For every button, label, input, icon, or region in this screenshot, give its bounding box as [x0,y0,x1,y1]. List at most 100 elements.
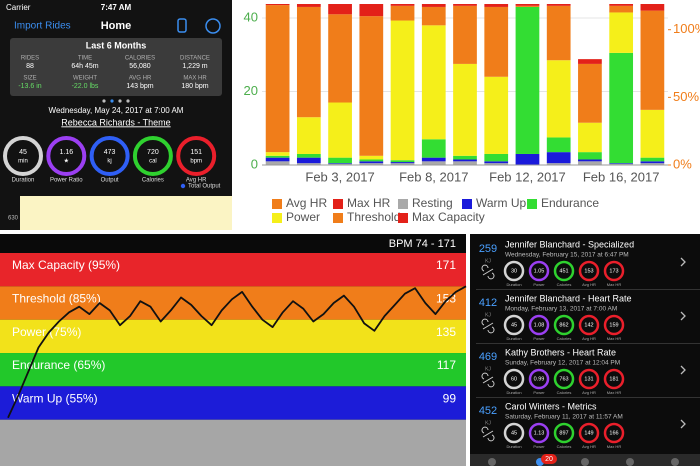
zone-floor [0,419,466,466]
tab-icon[interactable] [488,458,496,466]
bar-segment [359,16,384,156]
workout-ring [578,314,600,336]
workout-ring [553,314,575,336]
zone-value: 99 [443,392,457,406]
bar-segment [609,163,634,165]
legend-label: Power [286,210,320,224]
bar-segment [484,6,509,77]
legend-label: Endurance [541,196,599,210]
zone-name: Warm Up (55%) [12,392,98,406]
ride-name: Rebecca Richards - Theme [61,117,170,127]
workout-ring-value: 45 [511,322,517,328]
stat-value: 1,229 m [182,63,207,70]
zone-band [0,286,466,320]
y2-tick-label: 50% [673,89,699,104]
bar-segment [578,59,602,64]
bar-segment [359,163,384,165]
legend-label: Max Capacity [412,210,485,224]
workout-ring-value: 173 [609,268,618,274]
workout-ring-label: Calories [557,336,572,341]
bar-segment [640,161,665,164]
bar-segment [578,63,602,123]
chevron[interactable] [680,257,686,267]
bar-segment [421,25,446,140]
watch-icon[interactable] [177,18,187,33]
workout-ring-value: 1.08 [534,322,545,328]
zone-name: Power (75%) [12,325,81,339]
bar-segment [578,161,602,165]
bar-segment [328,157,352,164]
help-icon[interactable] [205,18,221,34]
workout-ring-value: 181 [609,376,618,382]
stat-label: RIDES [21,56,39,62]
workout-ring [553,368,575,390]
bar-segment [296,6,321,118]
legend-label: Avg HR [286,196,327,210]
bar-segment [609,52,634,164]
workout-ring-label: Calories [557,444,572,449]
bar-segment [390,4,415,6]
ring-value: 720 [147,149,159,156]
legend-swatch [333,213,343,223]
workout-ring-value: 451 [559,268,568,274]
legend-dot [180,183,186,189]
bar-segment [359,155,384,160]
bar-segment [546,60,571,138]
bar-segment [390,20,415,161]
x-tick-label: Feb 8, 2017 [399,169,468,184]
link-icon [481,372,495,388]
chevron[interactable] [680,311,686,321]
ring-value: 151 [190,149,202,156]
bar-segment [265,157,290,162]
legend-swatch [272,213,282,223]
workout-ring-value: 45 [511,430,517,436]
bar-segment [484,153,509,162]
output-chart-area [20,196,232,230]
legend-label: Total Output [188,184,221,190]
bar-segment [421,4,446,7]
bar-segment [640,10,665,110]
y2-tick-label: 0% [673,156,692,171]
summary-title: Last 6 Months [86,40,147,50]
chevron[interactable] [680,419,686,429]
bar-segment [546,152,571,164]
workout-ring [528,260,550,282]
stat-value: -22.0 lbs [72,83,99,90]
workout-date: Monday, February 13, 2017 at 7:00 AM [505,306,617,313]
workout-ring-label: Power [533,390,545,395]
chevron[interactable] [680,365,686,375]
x-tick-label: Feb 16, 2017 [583,169,660,184]
bar-segment [609,163,634,164]
bar-segment [296,4,321,7]
stat-label: AVG HR [129,76,152,82]
bar-segment [640,163,665,165]
stat-label: CALORIES [125,56,155,62]
workout-ring-label: Duration [506,282,521,287]
workout-ring [603,260,625,282]
workout-ring-label: Max HR [607,444,622,449]
workout-ring-value: 166 [609,430,618,436]
bar-segment [546,137,571,153]
tab-icon[interactable] [581,458,589,466]
workout-ring-label: Calories [557,390,572,395]
bar-segment [328,163,352,165]
bar-segment [390,163,415,165]
ring-unit: bpm [190,159,202,165]
workout-ring-value: 897 [559,430,568,436]
stat-value: 56,080 [129,63,151,70]
workout-ring-value: 153 [584,268,593,274]
bar-segment [390,160,415,163]
bar-segment [296,153,321,158]
link-icon [481,318,495,334]
bar-segment [265,161,290,165]
tab-icon[interactable] [671,458,679,466]
bar-segment [578,122,602,153]
bar-segment [453,63,477,156]
workout-ring-value: 142 [584,322,593,328]
legend-label: Max HR [347,196,391,210]
link-icon [481,264,495,280]
tab-icon[interactable] [626,458,634,466]
bar-segment [296,163,321,165]
stat-label: TIME [78,56,92,62]
